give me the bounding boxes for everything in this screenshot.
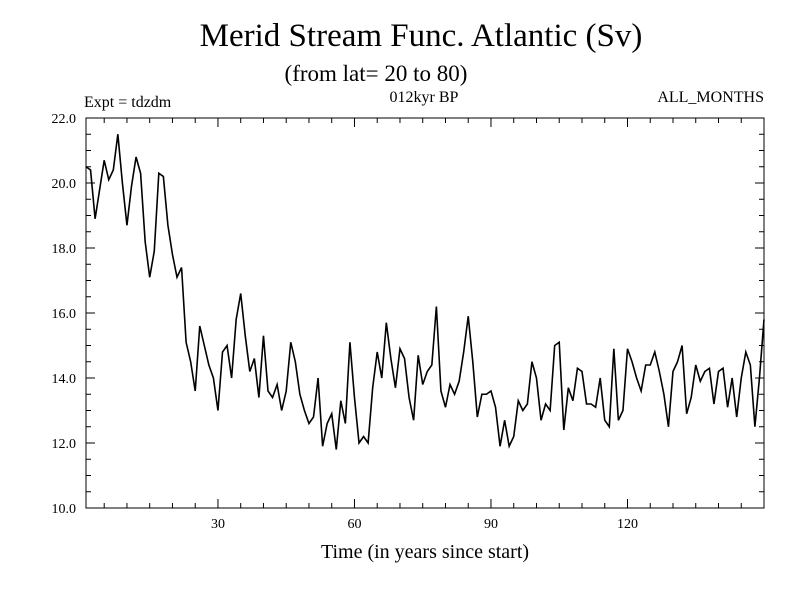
series-line bbox=[85, 134, 765, 450]
y-tick-label: 22.0 bbox=[52, 112, 77, 127]
x-axis-label: Time (in years since start) bbox=[321, 541, 529, 563]
x-tick-label: 30 bbox=[211, 517, 225, 532]
y-tick-label: 18.0 bbox=[52, 242, 77, 257]
series-layer bbox=[85, 134, 765, 450]
x-axis: 30 60 90 120 bbox=[103, 118, 765, 532]
y-tick-label: 12.0 bbox=[52, 437, 77, 452]
y-tick-label: 10.0 bbox=[52, 502, 77, 517]
chart-subtitle: (from lat= 20 to 80) bbox=[285, 61, 468, 86]
period-label: 012kyr BP bbox=[390, 89, 459, 106]
x-tick-label: 90 bbox=[484, 517, 498, 532]
months-label: ALL_MONTHS bbox=[657, 89, 764, 106]
y-axis: 10.0 12.0 14.0 16.0 18.0 20.0 22.0 bbox=[52, 112, 764, 517]
y-tick-label: 14.0 bbox=[52, 372, 77, 387]
y-tick-label: 16.0 bbox=[52, 307, 77, 322]
x-tick-label: 120 bbox=[617, 517, 638, 532]
chart-title: Merid Stream Func. Atlantic (Sv) bbox=[200, 18, 643, 54]
experiment-label: Expt = tdzdm bbox=[84, 94, 172, 111]
y-tick-label: 20.0 bbox=[52, 177, 77, 192]
plot-frame bbox=[85, 117, 765, 509]
x-tick-label: 60 bbox=[347, 517, 361, 532]
